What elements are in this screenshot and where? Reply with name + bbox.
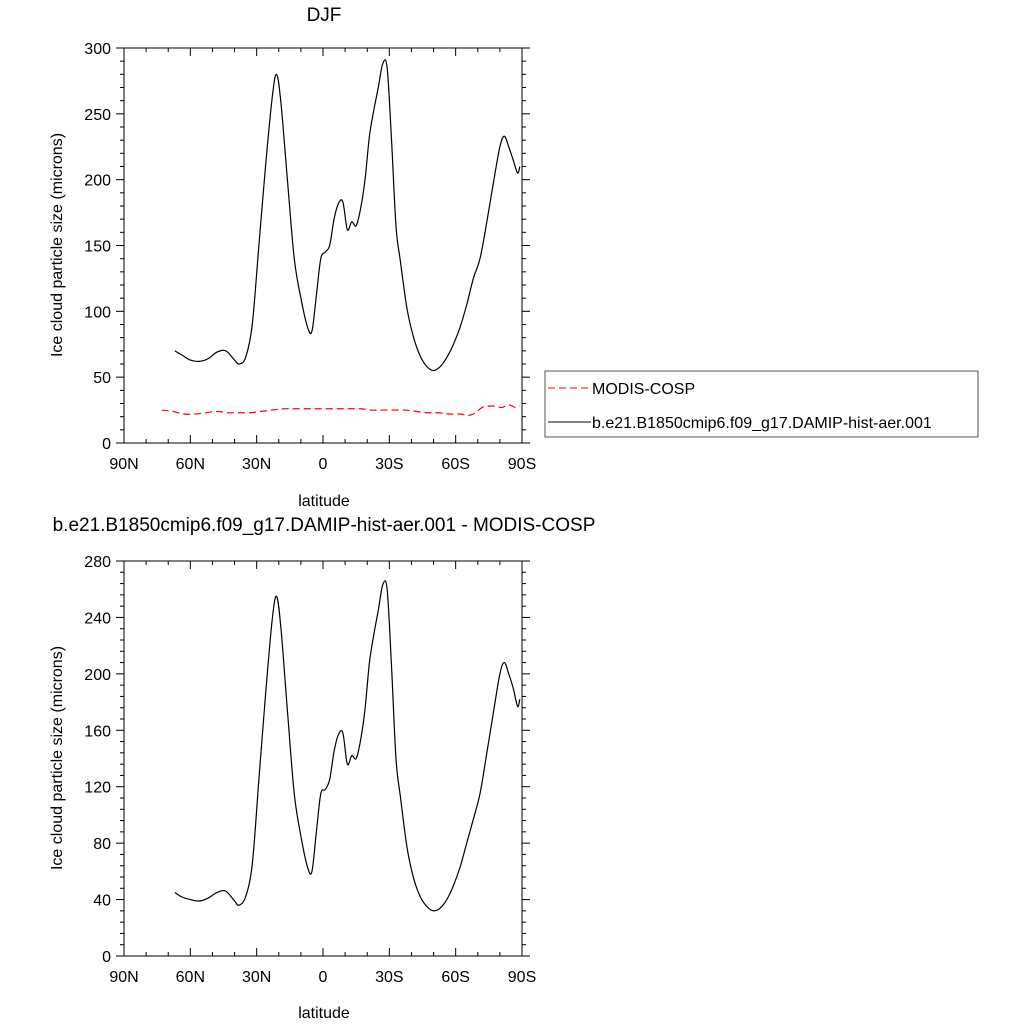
- x-tick-label: 30S: [375, 456, 403, 473]
- series-line-model: [174, 580, 521, 912]
- y-tick-label: 200: [84, 173, 111, 190]
- series-lines: [174, 580, 521, 912]
- chart-title: DJF: [307, 5, 342, 26]
- top-chart-panel: DJF 90N 60N 30N 0 30S 60S 90S 0 50 100 150 200 250 3…: [49, 5, 536, 510]
- legend: MODIS-COSP b.e21.B1850cmip6.f09_g17.DAMI…: [544, 370, 979, 438]
- y-tick-label: 160: [84, 723, 111, 740]
- axis-ticks: [116, 47, 530, 444]
- bottom-chart-panel: b.e21.B1850cmip6.f09_g17.DAMIP-hist-aer.…: [49, 515, 595, 1022]
- y-tick-label: 0: [102, 436, 111, 453]
- y-tick-label: 50: [93, 370, 111, 387]
- series-line-modis-cosp: [161, 404, 521, 416]
- y-tick-label: 150: [84, 239, 111, 256]
- x-tick-label: 60S: [441, 456, 469, 473]
- y-tick-label: 100: [84, 304, 111, 321]
- x-tick-labels: 90N 60N 30N 0 30S 60S 90S: [109, 969, 536, 986]
- x-tick-label: 90S: [508, 969, 536, 986]
- y-tick-label: 80: [93, 836, 111, 853]
- x-tick-label: 60N: [176, 456, 205, 473]
- x-tick-label: 90N: [109, 969, 138, 986]
- legend-entry-modis-cosp: MODIS-COSP: [592, 381, 695, 398]
- x-tick-label: 90S: [508, 456, 536, 473]
- series-lines: [161, 59, 521, 416]
- y-tick-label: 280: [84, 554, 111, 571]
- plot-frame: [123, 47, 523, 444]
- x-tick-label: 60N: [176, 969, 205, 986]
- x-tick-label: 30N: [242, 969, 271, 986]
- y-tick-labels: 0 50 100 150 200 250 300: [84, 41, 111, 453]
- y-tick-labels: 0 40 80 120 160 200 240 280: [84, 554, 111, 966]
- x-tick-label: 30N: [242, 456, 271, 473]
- chart-title: b.e21.B1850cmip6.f09_g17.DAMIP-hist-aer.…: [53, 515, 596, 536]
- legend-entry-model: b.e21.B1850cmip6.f09_g17.DAMIP-hist-aer.…: [592, 415, 932, 432]
- y-tick-label: 300: [84, 41, 111, 58]
- series-line-model: [174, 59, 521, 372]
- y-tick-label: 0: [102, 949, 111, 966]
- plot-frame: [123, 560, 523, 957]
- y-tick-label: 240: [84, 610, 111, 627]
- y-axis-label: Ice cloud particle size (microns): [49, 646, 66, 870]
- y-tick-label: 200: [84, 667, 111, 684]
- legend-box: [544, 370, 979, 438]
- x-tick-label: 90N: [109, 456, 138, 473]
- y-axis-label: Ice cloud particle size (microns): [49, 133, 66, 357]
- axis-ticks: [116, 560, 530, 957]
- y-tick-label: 250: [84, 107, 111, 124]
- x-tick-label: 30S: [375, 969, 403, 986]
- x-axis-label: latitude: [298, 1005, 350, 1022]
- x-tick-label: 0: [319, 969, 328, 986]
- x-tick-label: 60S: [441, 969, 469, 986]
- y-tick-label: 40: [93, 893, 111, 910]
- x-tick-label: 0: [319, 456, 328, 473]
- x-tick-labels: 90N 60N 30N 0 30S 60S 90S: [109, 456, 536, 473]
- x-axis-label: latitude: [298, 493, 350, 510]
- y-tick-label: 120: [84, 780, 111, 797]
